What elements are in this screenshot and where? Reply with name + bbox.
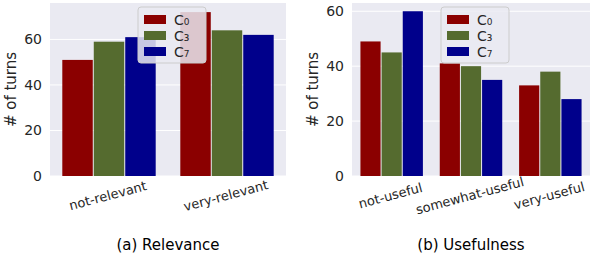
legend-swatch [144,47,166,56]
legend: C₀C₃C₇ [138,7,206,63]
y-tick-label: 40 [24,77,42,93]
bar [243,35,273,176]
bar [561,99,581,176]
y-tick-label: 0 [335,168,344,184]
bar [94,42,124,176]
x-tick-label: very-relevant [182,177,270,214]
y-axis-label: # of turns [2,52,20,127]
figure: 0204060# of turnsnot-relevantvery-releva… [0,0,596,256]
legend-swatch [144,15,166,24]
y-tick-label: 20 [326,113,344,129]
plot-background [352,3,590,176]
y-tick-label: 60 [326,3,344,19]
legend-swatch [447,47,469,56]
legend-swatch [447,15,469,24]
x-tick-label: not-relevant [67,178,148,213]
bar [212,30,242,176]
legend-swatch [447,31,469,40]
y-tick-label: 0 [33,168,42,184]
legend-box [441,7,509,63]
subplot: 0 20 40 60# of turns not-relevant very-releva… [2,3,286,254]
legend-box [138,7,206,63]
y-tick-label: 40 [326,58,344,74]
y-tick-label: 20 [24,122,42,138]
x-tick-label: not-useful [357,180,424,211]
bar [482,80,502,176]
legend-label: C₃ [477,28,492,44]
bar [382,52,402,176]
caption: (a) Relevance [116,236,219,254]
x-tick-label: somewhat-useful [414,174,526,217]
legend-label: C₀ [174,12,190,28]
caption: (b) Usefulness [417,236,525,254]
plot-background [50,3,286,176]
bar [360,41,380,176]
bar [540,72,560,176]
legend-label: C₇ [477,44,492,60]
legend-label: C₇ [174,44,189,60]
bar [440,63,460,176]
legend-label: C₃ [174,28,189,44]
bar [461,66,481,176]
bar [62,60,92,176]
bar [519,85,539,176]
legend-swatch [144,31,166,40]
subplot: 0 20 40 60 # of turns not-usefulsomewhat-usef… [304,3,590,254]
y-axis-label: # of turns [304,52,322,127]
legend: C₀C₃C₇ [441,7,509,63]
legend-label: C₀ [477,12,493,28]
x-tick-label: very-useful [512,179,586,212]
bar [403,11,423,176]
y-tick-label: 60 [24,31,42,47]
